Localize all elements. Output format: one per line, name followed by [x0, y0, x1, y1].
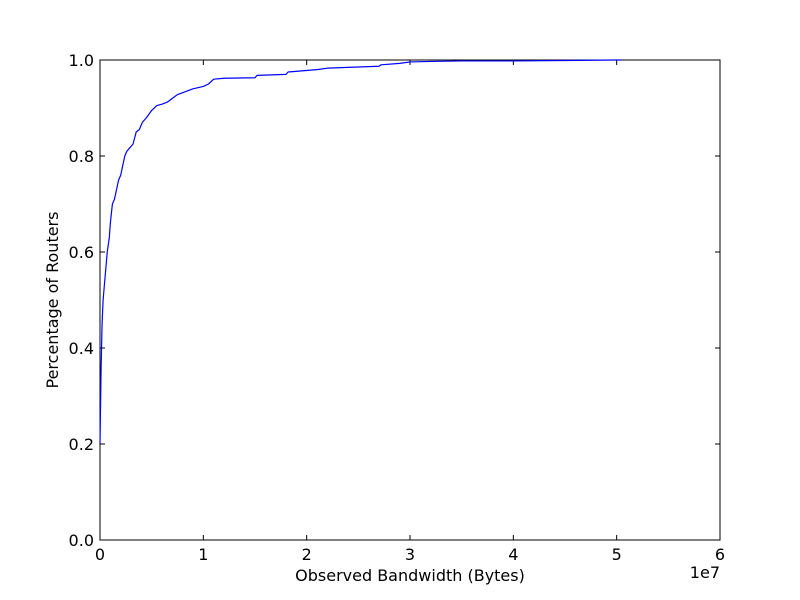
ticks — [99, 59, 721, 541]
y-tick-label: 0.0 — [69, 531, 94, 550]
y-tick-label: 0.8 — [69, 147, 94, 166]
y-tick-label: 0.6 — [69, 243, 94, 262]
x-tick-label: 3 — [405, 545, 415, 564]
x-tick-label: 4 — [508, 545, 518, 564]
y-tick-label: 0.2 — [69, 435, 94, 454]
x-tick-label: 6 — [715, 545, 725, 564]
series-line — [99, 59, 622, 445]
plot-area — [99, 59, 721, 541]
y-tick-label: 0.4 — [69, 339, 94, 358]
tick-labels: 0 1 2 3 4 5 6 0.0 0.2 0.4 0.6 0.8 1.0 — [69, 51, 726, 564]
series-layer — [99, 59, 622, 445]
x-scale-label: 1e7 — [690, 563, 720, 582]
x-tick-label: 5 — [612, 545, 622, 564]
y-axis-label: Percentage of Routers — [43, 212, 62, 389]
y-tick-label: 1.0 — [69, 51, 94, 70]
x-tick-label: 0 — [95, 545, 105, 564]
x-tick-label: 2 — [302, 545, 312, 564]
x-tick-label: 1 — [198, 545, 208, 564]
x-axis-label: Observed Bandwidth (Bytes) — [295, 566, 525, 585]
